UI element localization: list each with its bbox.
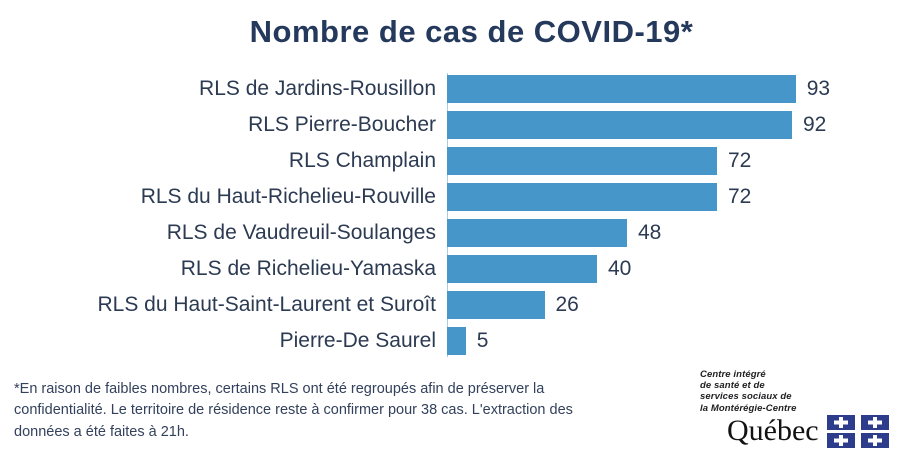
value-label: 40 bbox=[608, 257, 632, 280]
bar-chart: RLS de Jardins-Rousillon 93 RLS Pierre-Bou… bbox=[0, 71, 905, 359]
category-label: RLS Champlain bbox=[288, 149, 436, 172]
category-label: RLS de Jardins-Rousillon bbox=[199, 77, 436, 100]
chart-row: RLS de Jardins-Rousillon 93 bbox=[0, 71, 905, 107]
quebec-wordmark-row: Québec bbox=[700, 414, 905, 448]
value-label: 93 bbox=[806, 77, 831, 100]
fleur-de-lis-icon bbox=[826, 414, 855, 430]
chart-row: RLS de Vaudreuil-Soulanges 48 bbox=[0, 215, 905, 251]
category-label: RLS du Haut-Richelieu-Rouville bbox=[140, 185, 436, 208]
value-label: 5 bbox=[476, 329, 489, 352]
cisss-monteregie-centre-logo: Centre intégré de santé et de services s… bbox=[700, 369, 905, 448]
chart-row: RLS Champlain 72 bbox=[0, 143, 905, 179]
category-label: RLS Pierre-Boucher bbox=[248, 113, 436, 136]
value-label: 48 bbox=[638, 221, 662, 244]
category-label: Pierre-De Saurel bbox=[279, 329, 436, 352]
bar bbox=[447, 219, 627, 247]
chart-title: Nombre de cas de COVID-19* bbox=[249, 14, 694, 49]
category-label: RLS de Vaudreuil-Soulanges bbox=[166, 221, 436, 244]
chart-row: RLS de Richelieu-Yamaska 40 bbox=[0, 251, 905, 287]
value-label: 72 bbox=[728, 149, 752, 172]
quebec-wordmark: Québec bbox=[727, 414, 819, 448]
footnote: *En raison de faibles nombres, certains … bbox=[14, 379, 686, 443]
value-label: 92 bbox=[803, 113, 827, 136]
value-label: 26 bbox=[555, 293, 579, 316]
footnote-line: confidentialité. Le territoire de réside… bbox=[14, 402, 573, 419]
fleur-de-lis-icon bbox=[860, 432, 889, 448]
bar bbox=[447, 291, 545, 319]
bar bbox=[447, 147, 717, 175]
bar bbox=[447, 327, 466, 355]
fleur-de-lis-icon bbox=[826, 432, 855, 448]
footnote-line: *En raison de faibles nombres, certains … bbox=[14, 381, 545, 397]
category-label: RLS de Richelieu-Yamaska bbox=[180, 257, 436, 280]
quebec-flag-icon bbox=[826, 414, 889, 448]
category-label: RLS du Haut-Saint-Laurent et Suroît bbox=[97, 293, 436, 316]
bar bbox=[447, 183, 717, 211]
chart-row: RLS du Haut-Saint-Laurent et Suroît 26 bbox=[0, 287, 905, 323]
chart-row: RLS du Haut-Richelieu-Rouville 72 bbox=[0, 179, 905, 215]
value-label: 72 bbox=[728, 185, 752, 208]
footnote-line: données a été faites à 21h. bbox=[14, 423, 189, 440]
bar bbox=[447, 75, 796, 103]
fleur-de-lis-icon bbox=[860, 414, 889, 430]
org-name: Centre intégré de santé et de services s… bbox=[700, 369, 797, 414]
bar bbox=[447, 111, 792, 139]
chart-row: Pierre-De Saurel 5 bbox=[0, 323, 905, 359]
chart-row: RLS Pierre-Boucher 92 bbox=[0, 107, 905, 143]
bar bbox=[447, 255, 597, 283]
